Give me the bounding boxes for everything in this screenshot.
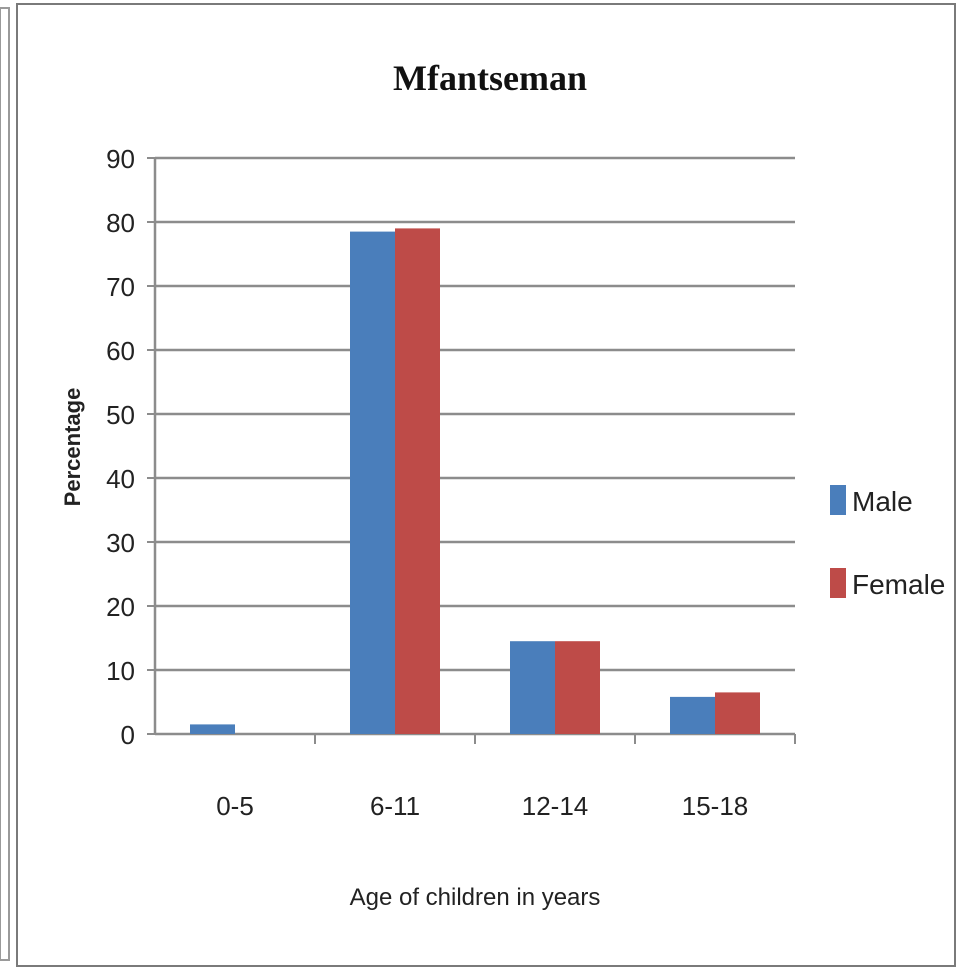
bar-male-6-11 xyxy=(350,231,395,734)
y-tick-label: 80 xyxy=(106,208,135,238)
x-tick-labels: 0-5 6-11 12-14 15-18 xyxy=(216,791,748,821)
y-tick-label: 90 xyxy=(106,144,135,174)
bar-male-15-18 xyxy=(670,696,715,734)
y-tick-label: 0 xyxy=(121,720,135,750)
legend-swatch-male xyxy=(830,485,846,515)
bar-male-12-14 xyxy=(510,641,555,734)
chart-border xyxy=(16,3,956,967)
x-tick-label: 12-14 xyxy=(522,791,589,821)
legend-swatch-female xyxy=(830,568,846,598)
legend: Male Female xyxy=(830,485,945,600)
legend-label-male: Male xyxy=(852,486,913,517)
x-tick-label: 15-18 xyxy=(682,791,749,821)
x-tick-label: 0-5 xyxy=(216,791,254,821)
y-axis-label: Percentage xyxy=(60,388,85,507)
y-tick-label: 60 xyxy=(106,336,135,366)
y-tick-label: 40 xyxy=(106,464,135,494)
chart-title: Mfantseman xyxy=(393,58,587,98)
bar-female-12-14 xyxy=(555,641,600,734)
bar-female-6-11 xyxy=(395,228,440,734)
y-tick-label: 20 xyxy=(106,592,135,622)
y-tick-label: 30 xyxy=(106,528,135,558)
y-tick-label: 70 xyxy=(106,272,135,302)
legend-label-female: Female xyxy=(852,569,945,600)
x-tick-label: 6-11 xyxy=(370,791,420,821)
bar-male-0-5 xyxy=(190,724,235,734)
y-tick-label: 10 xyxy=(106,656,135,686)
y-tick-label: 50 xyxy=(106,400,135,430)
bars xyxy=(190,228,760,734)
y-tick-labels: 0 10 20 30 40 50 60 70 80 90 xyxy=(106,144,135,750)
x-axis-label: Age of children in years xyxy=(350,884,601,911)
bar-female-15-18 xyxy=(715,692,760,734)
left-panel-edge xyxy=(0,7,10,961)
gridlines xyxy=(147,156,796,744)
